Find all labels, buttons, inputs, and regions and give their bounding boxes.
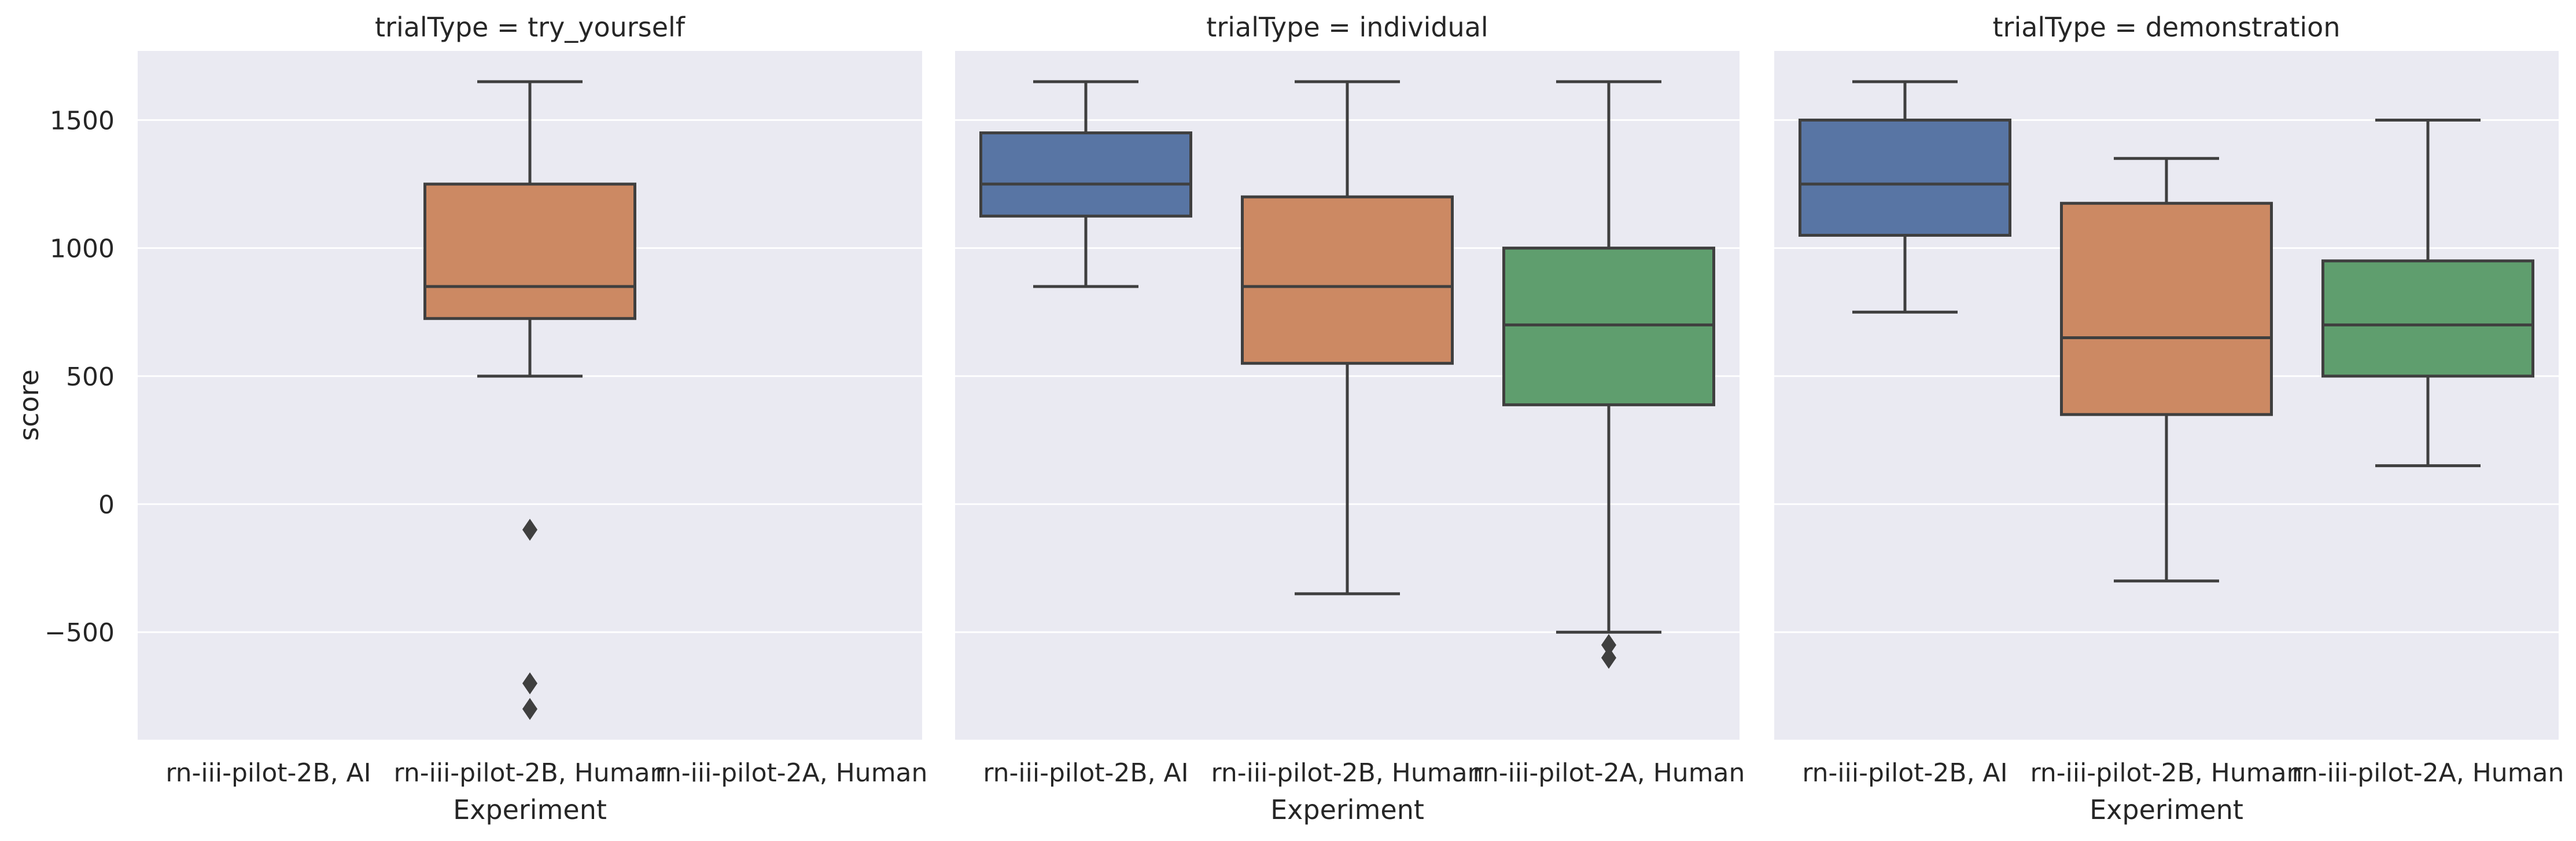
outlier-point [1601, 647, 1616, 669]
x-axis-label: Experiment [453, 794, 607, 825]
y-tick-label: 500 [66, 362, 115, 392]
outlier-point [1601, 634, 1616, 656]
panel-title: trialType = try_yourself [375, 12, 686, 43]
panel-3: trialType = demonstration rn-iii-pilot-2B… [1774, 12, 2564, 825]
panel-2: trialType = individual rn-iii-pilot-2B, A… [955, 12, 1745, 825]
box-2 [423, 80, 636, 720]
panel-1: −500 0 500 1000 1500 trialType = try_yourself… [45, 12, 927, 825]
box-iqr [1502, 247, 1715, 406]
x-axis-label: Experiment [2089, 794, 2243, 825]
box-iqr [1799, 118, 2011, 237]
y-tick-label: 1500 [50, 106, 115, 135]
panel-title: trialType = demonstration [1993, 12, 2341, 43]
x-tick-label: rn-iii-pilot-2A, Human [655, 758, 928, 788]
outlier-point [522, 697, 537, 720]
panels-layer: −500 0 500 1000 1500 trialType = try_yourself… [45, 12, 2564, 825]
panel-title: trialType = individual [1206, 12, 1488, 43]
box-3 [2321, 118, 2534, 468]
box-2 [2060, 157, 2273, 583]
y-tick-label: 0 [98, 490, 115, 520]
y-tick-label: 1000 [50, 234, 115, 264]
box-iqr [2060, 201, 2273, 416]
x-tick-label: rn-iii-pilot-2B, Human [1211, 758, 1484, 788]
box-1 [1799, 80, 2011, 314]
box-2 [1241, 80, 1454, 596]
box-iqr [423, 182, 636, 320]
y-axis-label: score [13, 369, 45, 441]
box-iqr [1241, 195, 1454, 365]
x-tick-label: rn-iii-pilot-2B, AI [1802, 758, 2007, 788]
box-iqr [979, 131, 1192, 218]
y-tick-label: −500 [45, 618, 115, 648]
box-3 [1502, 80, 1715, 669]
x-tick-label: rn-iii-pilot-2B, AI [983, 758, 1188, 788]
x-tick-label: rn-iii-pilot-2A, Human [1473, 758, 1745, 788]
x-tick-label: rn-iii-pilot-2B, Human [394, 758, 666, 788]
box-1 [979, 80, 1192, 288]
x-axis-label: Experiment [1270, 794, 1424, 825]
box-iqr [2321, 259, 2534, 378]
x-tick-label: rn-iii-pilot-2B, Human [2030, 758, 2303, 788]
x-tick-label: rn-iii-pilot-2B, AI [165, 758, 371, 788]
outlier-point [522, 672, 537, 695]
x-tick-label: rn-iii-pilot-2A, Human [2292, 758, 2564, 788]
outlier-point [522, 519, 537, 541]
